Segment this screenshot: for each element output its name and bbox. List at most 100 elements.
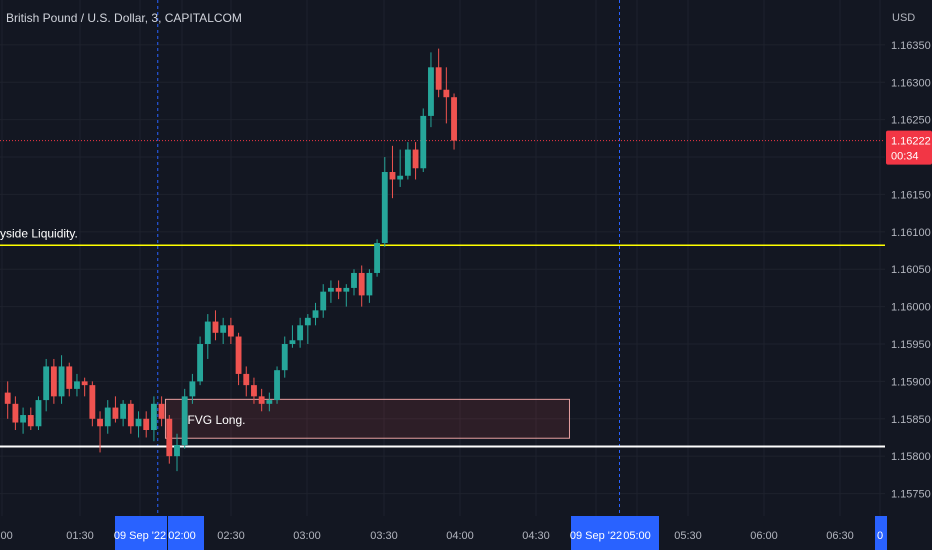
candle-body — [112, 407, 119, 419]
time-tick-highlight — [875, 516, 887, 550]
candle-body — [43, 366, 50, 401]
candle-body — [351, 272, 357, 288]
candle-body — [428, 67, 434, 116]
currency-label: USD — [892, 12, 915, 24]
current-price-badge — [886, 130, 932, 165]
candle-body — [366, 272, 373, 296]
candle-body — [50, 366, 57, 397]
time-tick-label: 02:30 — [217, 530, 245, 542]
time-tick-label: 01:30 — [66, 530, 94, 542]
time-tick-label: 06:00 — [750, 530, 778, 542]
candle-body — [404, 149, 411, 176]
buyside-liquidity-label: yside Liquidity. — [0, 226, 78, 240]
candle-body — [374, 243, 381, 273]
candles — [4, 48, 457, 472]
candle-body — [220, 325, 227, 333]
candle-body — [274, 370, 280, 401]
time-tick-label: 06:30 — [826, 530, 854, 542]
candle-body — [397, 175, 404, 180]
time-tick-label: 09 Sep '22 — [570, 530, 622, 542]
candle-body — [412, 149, 419, 169]
candle-body — [320, 291, 327, 311]
candle-body — [58, 366, 65, 397]
candle-body — [389, 172, 396, 180]
time-tick-label: 1:00 — [0, 530, 13, 542]
session-break-lines — [157, 0, 620, 516]
price-tick-label: 1.16300 — [891, 77, 931, 89]
time-tick-label: 0 — [877, 530, 883, 542]
candle-body — [150, 403, 157, 430]
candle-body — [435, 67, 442, 90]
candle-body — [327, 287, 334, 292]
time-tick-label: 05:00 — [623, 530, 651, 542]
price-tick-label: 1.15750 — [891, 489, 931, 501]
time-tick-label: 04:00 — [446, 530, 474, 542]
candle-body — [135, 418, 142, 427]
candle-body — [74, 381, 80, 389]
candle-body — [227, 325, 234, 337]
candle-body — [97, 418, 103, 427]
candle-body — [335, 287, 342, 292]
candle-body — [127, 403, 134, 427]
candle-body — [443, 89, 450, 98]
candle-body — [251, 385, 257, 397]
time-tick-highlight — [571, 516, 623, 550]
candle-body — [189, 381, 196, 397]
candle-body — [281, 344, 288, 371]
time-tick-label: 03:00 — [293, 530, 321, 542]
candle-body — [4, 392, 11, 404]
price-axis[interactable]: USD 1.163501.163001.162501.162001.161501… — [886, 12, 932, 501]
time-tick-label: 02:00 — [168, 530, 196, 542]
candle-body — [20, 415, 27, 423]
candle-body — [143, 418, 150, 430]
candle-body — [451, 97, 457, 141]
time-tick-highlight — [115, 516, 167, 550]
candle-body — [181, 396, 188, 445]
chart-title: British Pound / U.S. Dollar, 3, CAPITALC… — [6, 11, 242, 25]
price-tick-label: 1.16150 — [891, 189, 931, 201]
candle-body — [312, 310, 319, 318]
price-tick-label: 1.15950 — [891, 339, 931, 351]
time-tick-label: 03:30 — [370, 530, 398, 542]
price-tick-label: 1.16250 — [891, 115, 931, 127]
grid-lines — [0, 0, 885, 516]
candle-body — [81, 381, 88, 386]
candle-body — [420, 115, 427, 169]
price-tick-label: 1.15800 — [891, 451, 931, 463]
price-tick-label: 1.15850 — [891, 414, 931, 426]
price-levels[interactable]: yside Liquidity. — [0, 140, 885, 448]
price-tick-label: 1.16000 — [891, 302, 931, 314]
time-tick-highlight — [623, 516, 659, 550]
candle-body — [89, 385, 96, 419]
fvg-label: FVG Long. — [187, 413, 245, 427]
time-tick-highlight — [168, 516, 204, 550]
candle-body — [27, 415, 34, 427]
candle-body — [158, 403, 165, 419]
candle-body — [235, 336, 242, 374]
candle-body — [343, 287, 350, 292]
candle-body — [174, 444, 180, 457]
candle-body — [166, 418, 173, 457]
time-tick-label: 09 Sep '22 — [114, 530, 166, 542]
candle-body — [358, 272, 365, 296]
candle-body — [66, 366, 73, 389]
candle-body — [104, 407, 111, 427]
candle-body — [289, 340, 296, 344]
time-tick-label: 05:30 — [674, 530, 702, 542]
price-tick-label: 1.16350 — [891, 40, 931, 52]
candle-body — [304, 317, 311, 326]
fvg-zone[interactable]: FVG Long. — [164, 398, 570, 439]
candle-body — [35, 400, 42, 427]
candle-body — [266, 400, 273, 404]
candle-body — [12, 403, 19, 423]
candle-body — [297, 325, 304, 341]
fvg-box[interactable] — [164, 398, 570, 439]
candle-body — [212, 321, 219, 333]
candle-body — [197, 344, 204, 382]
candle-body — [204, 321, 211, 344]
price-tick-label: 1.15900 — [891, 376, 931, 388]
candle-body — [381, 172, 388, 244]
